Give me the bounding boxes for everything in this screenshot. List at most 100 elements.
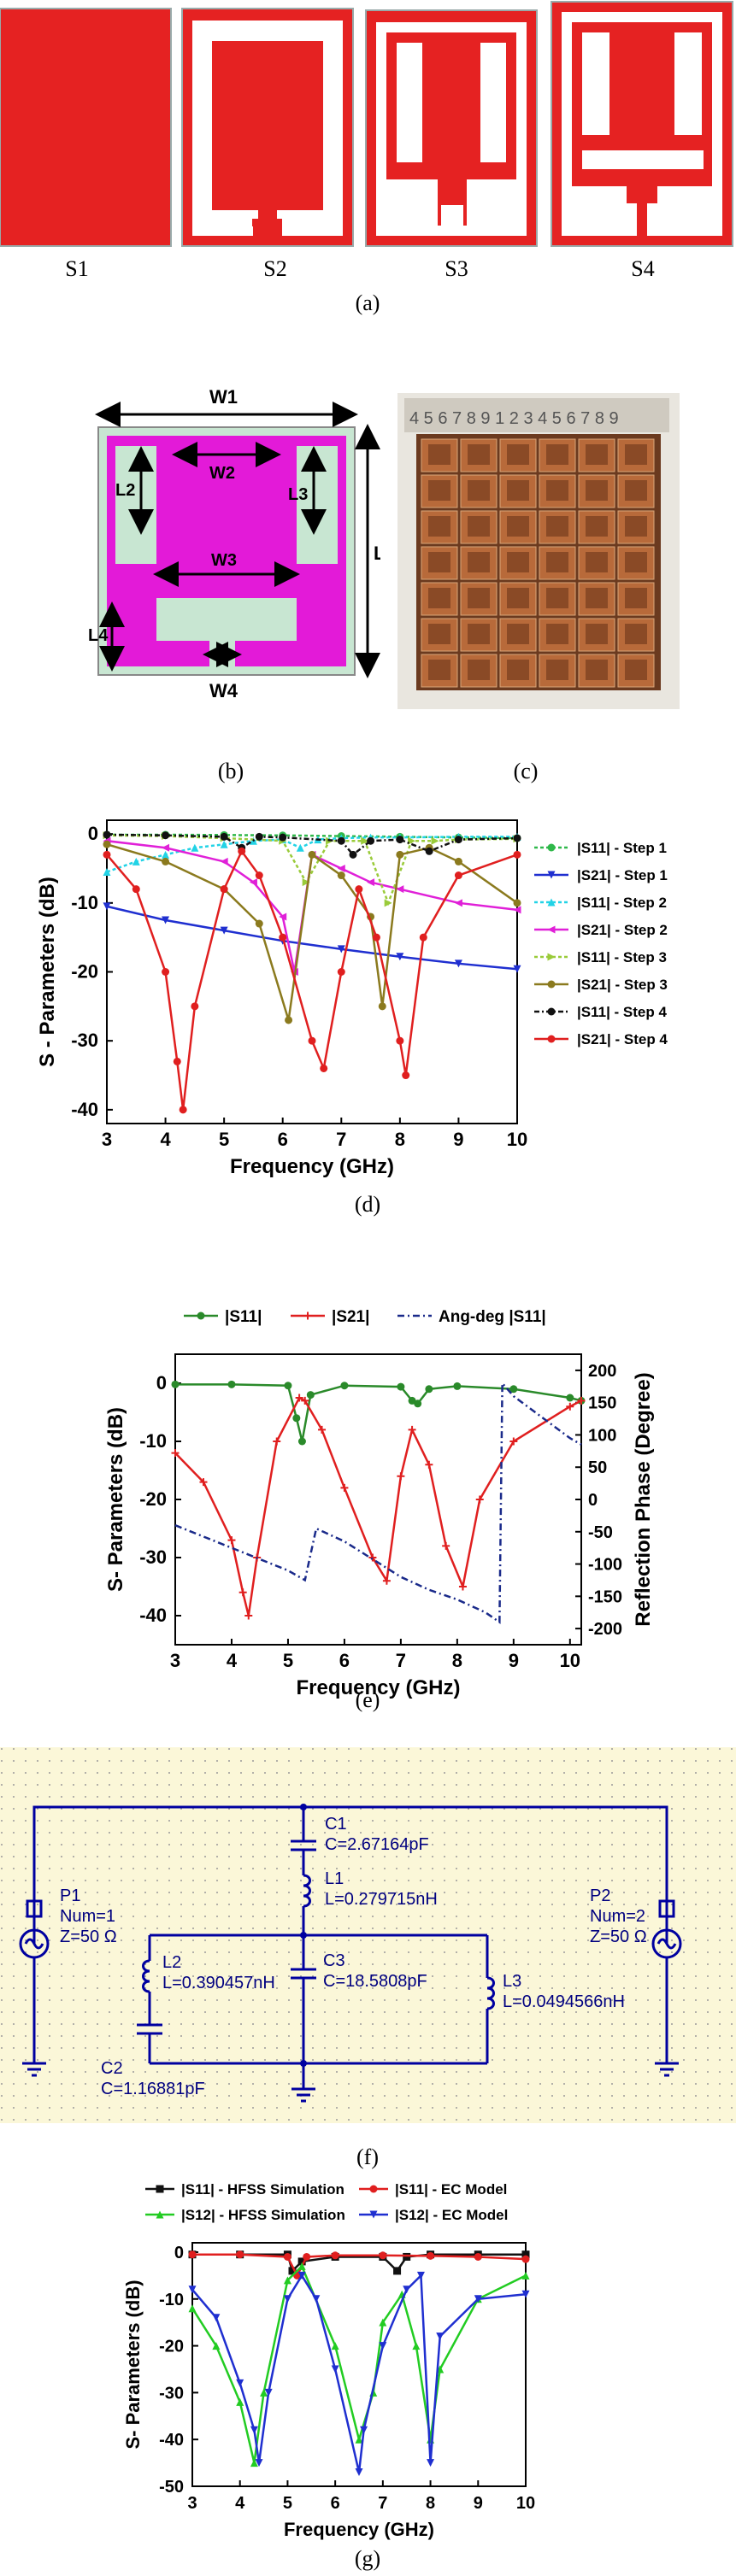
y-tick-label: 0	[88, 823, 98, 844]
prototype-cell-inner	[625, 552, 647, 572]
c1-name: C1	[325, 1815, 347, 1834]
data-point	[331, 2342, 339, 2350]
data-point	[162, 857, 170, 866]
data-point	[425, 1385, 433, 1394]
data-point	[103, 850, 111, 859]
data-point	[188, 2286, 197, 2294]
dim-l1: L1	[374, 543, 380, 564]
data-point	[250, 2459, 258, 2467]
data-point	[384, 899, 392, 907]
prototype-photo: 4 5 6 7 8 9 1 2 3 4 5 6 7 8 9	[397, 393, 680, 709]
data-point	[577, 1396, 586, 1405]
legend-label: |S11| - Step 1	[577, 840, 667, 856]
x-tick-label: 5	[219, 1129, 229, 1150]
data-point	[403, 2252, 411, 2261]
series-line	[174, 1380, 582, 1624]
x-tick-label: 6	[331, 2494, 340, 2513]
data-point	[474, 2295, 482, 2303]
c2-value: C=1.16881pF	[101, 2080, 205, 2098]
plot-frame	[191, 2242, 527, 2487]
data-point	[396, 1036, 404, 1045]
data-point	[474, 2252, 482, 2261]
prototype-cell-inner	[468, 552, 490, 572]
prototype-cell-inner	[507, 480, 529, 501]
data-point	[396, 836, 404, 844]
prototype-cell-inner	[625, 660, 647, 680]
label-s2: S2	[263, 256, 287, 281]
prototype-cell-inner	[507, 588, 529, 608]
x-tick-label: 5	[283, 2494, 292, 2513]
data-point	[379, 2342, 387, 2350]
c2-name: C2	[101, 2059, 123, 2078]
legend-label: |S11| - Step 2	[577, 895, 667, 911]
data-point	[361, 836, 369, 845]
data-point	[303, 2252, 311, 2261]
prototype-cell-inner	[625, 480, 647, 501]
label-s3: S3	[445, 256, 468, 281]
chart-g: 3 4 5 6 7 8 9 10 0 -10 -20 -30 -40 -50 Frequency (GHz)…	[122, 2181, 535, 2540]
data-point	[297, 1437, 306, 1446]
data-point	[292, 1414, 301, 1423]
data-point	[297, 2262, 306, 2270]
data-point	[378, 1002, 386, 1011]
legend-label: |S12| - HFSS Simulation	[181, 2207, 345, 2223]
data-point	[308, 850, 316, 859]
y-tick-label: -40	[71, 1099, 98, 1120]
data-point	[427, 2459, 435, 2467]
data-point	[284, 1382, 292, 1390]
x-axis-label: Frequency (GHz)	[296, 1676, 460, 1699]
data-point	[337, 871, 345, 880]
x-tick-label: 4	[160, 1129, 171, 1150]
data-point	[244, 1611, 253, 1620]
prototype-cell-inner	[507, 444, 529, 465]
dim-w3: W3	[211, 551, 237, 570]
caption-c: (c)	[513, 759, 539, 783]
caption-g: (g)	[354, 2546, 381, 2571]
prototype-cell-inner	[468, 444, 490, 465]
y-tick-label: -20	[71, 961, 98, 983]
data-point	[173, 1057, 181, 1065]
data-point	[408, 1425, 416, 1434]
legend-label: |S11|	[225, 1308, 262, 1326]
data-point	[132, 885, 140, 894]
caption-b: (b)	[217, 759, 244, 783]
data-point	[227, 1380, 236, 1388]
dim-w4: W4	[209, 680, 238, 701]
data-point	[367, 836, 375, 845]
prototype-cell-inner	[507, 660, 529, 680]
data-point	[403, 2286, 411, 2294]
prototype-cell-inner	[586, 624, 608, 644]
data-point	[454, 857, 462, 866]
data-point	[379, 2251, 387, 2260]
legend-label: |S11| - Step 4	[577, 1004, 667, 1020]
series-line	[175, 1383, 582, 1442]
data-point	[521, 2250, 530, 2259]
legend-label: |S21| - Step 1	[577, 867, 668, 883]
prototype-cell-inner	[428, 444, 450, 465]
x-tick-label: 9	[453, 1129, 463, 1150]
data-point	[454, 959, 462, 968]
y2-tick-label: 100	[588, 1426, 616, 1445]
data-point	[238, 1588, 247, 1597]
panel-f: P1 Num=1 Z=50 Ω P2 Num=2 Z=50 Ω C1 C=2.6…	[0, 1747, 736, 2183]
p1-num: Num=1	[60, 1907, 115, 1926]
data-point	[355, 2435, 363, 2444]
data-point	[318, 1425, 327, 1434]
cell-s4	[551, 1, 733, 247]
data-point	[349, 850, 357, 859]
data-point	[337, 864, 345, 872]
l2-name: L2	[162, 1953, 181, 1972]
dim-w2: W2	[209, 464, 235, 483]
y-tick-label: -20	[139, 1488, 167, 1510]
data-point	[396, 850, 404, 859]
prototype-cell-inner	[428, 660, 450, 680]
legend-label: |S21|	[332, 1308, 369, 1326]
data-point	[521, 2255, 530, 2263]
panel-a: S1 S2 S3 S4 (a)	[0, 0, 736, 315]
chart-d: 3 4 5 6 7 8 9 10 0 -10 -20 -30 -40 Frequency (GHz) S -…	[36, 819, 668, 1178]
p2-num: Num=2	[590, 1907, 645, 1926]
data-point	[513, 899, 521, 907]
prototype-cell-inner	[625, 624, 647, 644]
caption-a: (a)	[355, 290, 380, 315]
data-point	[250, 2426, 258, 2434]
